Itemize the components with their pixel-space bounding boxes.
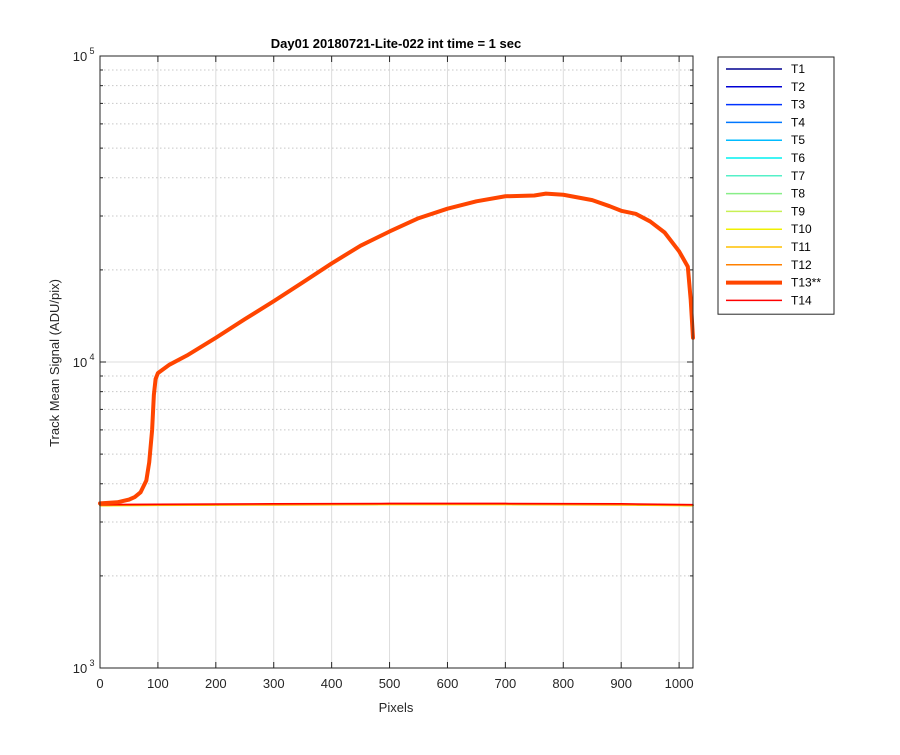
legend-label: T12 bbox=[791, 258, 812, 272]
legend-label: T1 bbox=[791, 62, 805, 76]
legend-label: T10 bbox=[791, 222, 812, 236]
y-tick-label: 10 bbox=[73, 661, 87, 676]
legend: T1 T2 T3 T4 T5 T6 T7 T8 T9 T10 T11 T12 T13** T14 bbox=[717, 56, 835, 315]
x-tick-label: 100 bbox=[147, 676, 169, 691]
y-tick-label: 10 bbox=[73, 355, 87, 370]
x-tick-label: 600 bbox=[437, 676, 459, 691]
series-line-t14 bbox=[99, 502, 694, 506]
legend-label: T11 bbox=[791, 240, 811, 254]
y-axis-label: Track Mean Signal (ADU/pix) bbox=[47, 279, 62, 447]
y-tick-label-exponent: 4 bbox=[89, 352, 94, 362]
x-tick-label: 800 bbox=[552, 676, 574, 691]
y-tick-label-exponent: 5 bbox=[89, 46, 94, 56]
legend-label: T13** bbox=[791, 276, 821, 290]
legend-label: T5 bbox=[791, 133, 805, 147]
x-tick-label: 700 bbox=[495, 676, 517, 691]
x-tick-label: 900 bbox=[610, 676, 632, 691]
legend-label: T2 bbox=[791, 80, 805, 94]
x-tick-label: 1000 bbox=[665, 676, 694, 691]
legend-label: T14 bbox=[791, 293, 812, 307]
legend-label: T3 bbox=[791, 98, 805, 112]
legend-label: T4 bbox=[791, 115, 805, 129]
x-tick-label: 300 bbox=[263, 676, 285, 691]
y-tick-label-exponent: 3 bbox=[89, 658, 94, 668]
x-tick-label: 0 bbox=[96, 676, 103, 691]
grid-lines bbox=[100, 56, 693, 668]
legend-label: T8 bbox=[791, 187, 805, 201]
x-tick-label: 400 bbox=[321, 676, 343, 691]
chart-title: Day01 20180721-Lite-022 int time = 1 sec bbox=[271, 36, 521, 51]
x-axis-label: Pixels bbox=[379, 700, 414, 715]
legend-label: T6 bbox=[791, 151, 805, 165]
series-line-t13 bbox=[98, 191, 695, 506]
legend-label: T7 bbox=[791, 169, 805, 183]
series-line-t12 bbox=[99, 503, 694, 507]
series-lines bbox=[98, 191, 695, 507]
legend-box bbox=[717, 56, 835, 315]
x-tick-label: 500 bbox=[379, 676, 401, 691]
legend-label: T9 bbox=[791, 204, 805, 218]
y-tick-label: 10 bbox=[73, 49, 87, 64]
x-tick-label: 200 bbox=[205, 676, 227, 691]
